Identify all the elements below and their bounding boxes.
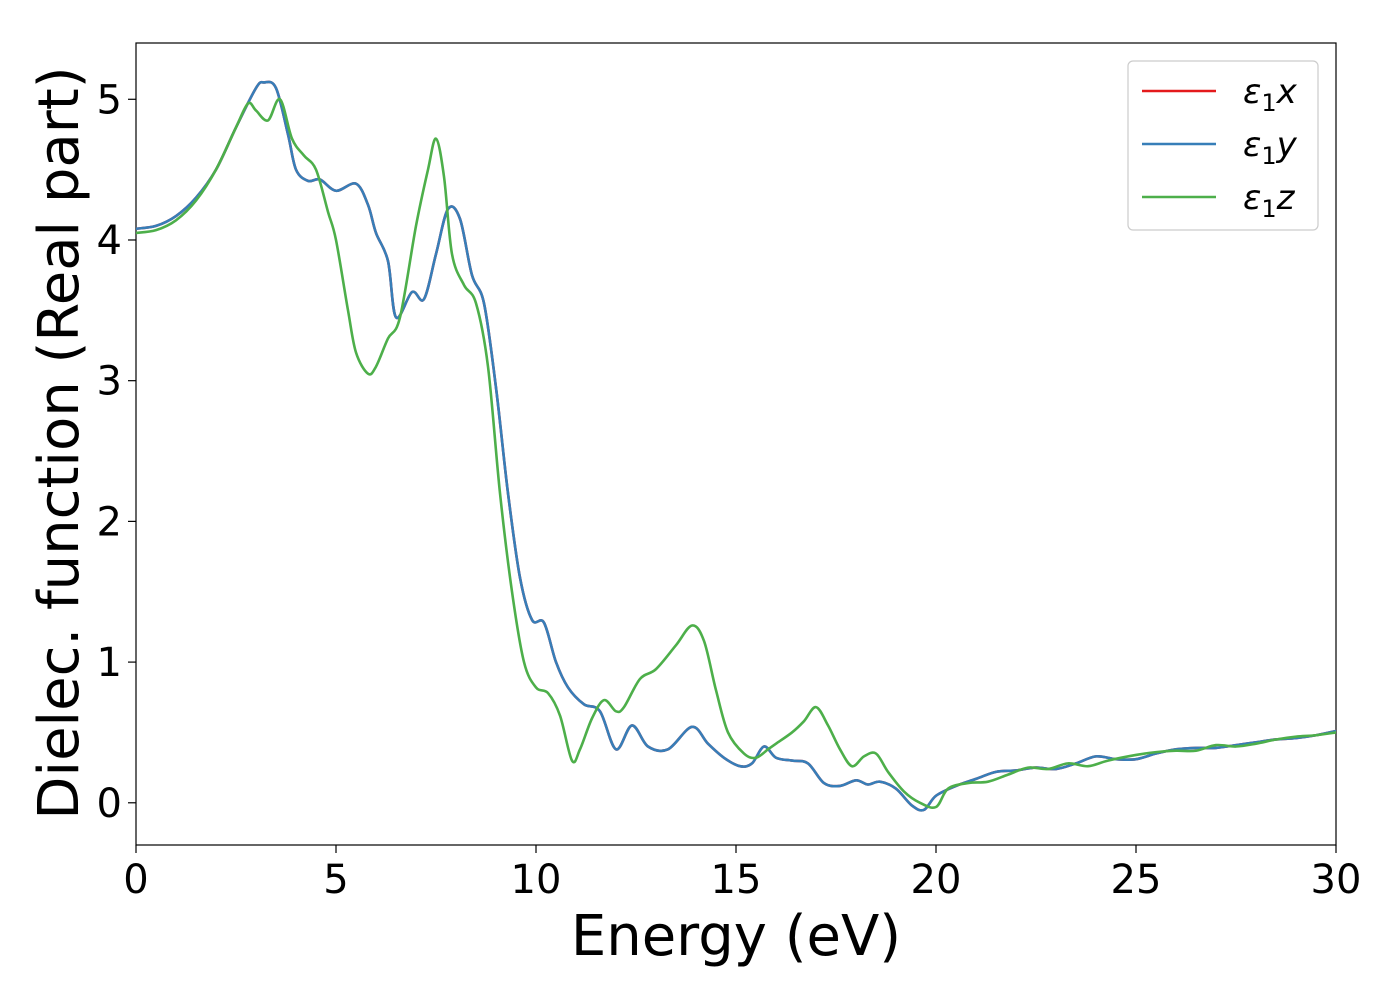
x-tick-label: 5 <box>323 857 348 903</box>
x-tick-label: 15 <box>711 857 762 903</box>
y-tick-label: 2 <box>97 499 122 545</box>
y-axis-label: Dielec. function (Real part) <box>27 66 92 819</box>
legend-box <box>1127 60 1319 231</box>
legend-label-x: ε1x <box>1243 72 1298 117</box>
x-tick-label: 0 <box>123 857 148 903</box>
x-axis-label: Energy (eV) <box>571 904 901 969</box>
x-tick-label: 20 <box>911 857 962 903</box>
series-line-z <box>136 97 1336 810</box>
legend-label-y: ε1y <box>1243 125 1298 170</box>
y-tick-label: 3 <box>97 359 122 405</box>
y-tick-label: 1 <box>97 640 122 686</box>
legend: ε1x ε1y ε1z <box>1127 60 1319 231</box>
y-tick-label: 5 <box>97 77 122 123</box>
y-tick-label: 0 <box>97 781 122 827</box>
y-tick-label: 4 <box>97 218 122 264</box>
x-tick-label: 25 <box>1111 857 1162 903</box>
series-layer <box>136 80 1336 812</box>
x-tick-label: 30 <box>1311 857 1362 903</box>
x-tick-label: 10 <box>511 857 562 903</box>
series-line-y <box>136 80 1336 812</box>
legend-label-z: ε1z <box>1243 178 1296 223</box>
ticks-layer: 0 5 10 15 20 25 30 0 1 2 3 4 5 <box>97 77 1362 903</box>
